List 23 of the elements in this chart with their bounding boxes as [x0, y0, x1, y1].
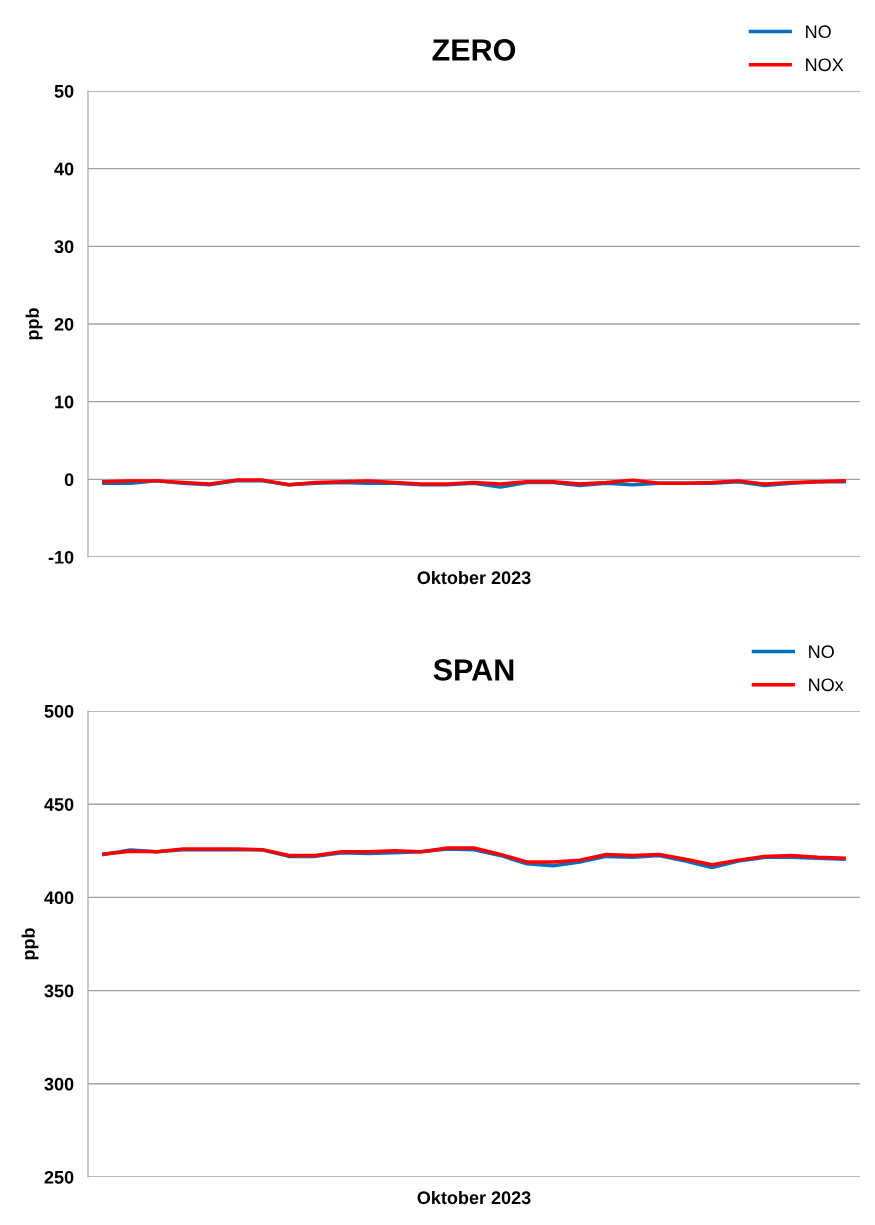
- chart-title: ZERO: [432, 39, 516, 61]
- legend-label: NO: [806, 25, 831, 39]
- y-axis-title: ppb: [25, 308, 43, 340]
- y-tick-label: 30: [54, 240, 74, 254]
- x-axis-title: Oktober 2023: [417, 570, 531, 585]
- y-tick-label: -10: [48, 550, 74, 564]
- chart-title: SPAN: [433, 659, 514, 681]
- y-tick-label: 50: [54, 84, 74, 98]
- y-tick-label: 450: [44, 798, 74, 811]
- y-tick-label: 400: [44, 891, 74, 905]
- x-axis-title: Oktober 2023: [417, 1190, 531, 1205]
- y-tick-label: 250: [44, 1170, 74, 1184]
- legend-label: NOX: [806, 58, 844, 72]
- y-tick-label: 40: [54, 162, 74, 176]
- y-tick-label: 10: [55, 395, 74, 409]
- y-axis-title: ppb: [21, 928, 39, 960]
- y-tick-label: 300: [44, 1077, 74, 1091]
- y-tick-label: 0: [64, 473, 74, 487]
- legend-label: NOx: [809, 678, 844, 692]
- y-tick-label: 350: [44, 984, 74, 998]
- y-tick-label: 500: [44, 704, 74, 718]
- legend-label: NO: [809, 645, 834, 659]
- y-tick-label: 20: [54, 317, 74, 331]
